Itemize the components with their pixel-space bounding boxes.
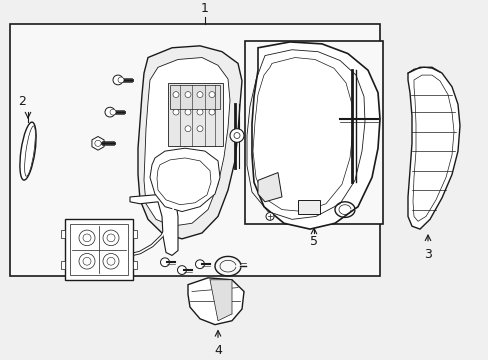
Text: 3: 3 bbox=[423, 248, 431, 261]
Bar bbox=[170, 85, 220, 109]
Text: 2: 2 bbox=[18, 95, 26, 108]
Circle shape bbox=[107, 234, 115, 242]
Polygon shape bbox=[138, 46, 242, 239]
Circle shape bbox=[208, 109, 215, 115]
Bar bbox=[244, 41, 382, 224]
Polygon shape bbox=[143, 58, 229, 226]
Polygon shape bbox=[258, 172, 282, 202]
Bar bbox=[133, 261, 137, 269]
Circle shape bbox=[103, 230, 119, 246]
Circle shape bbox=[234, 132, 240, 139]
Circle shape bbox=[95, 140, 101, 147]
Circle shape bbox=[107, 257, 115, 265]
Circle shape bbox=[79, 253, 95, 269]
Ellipse shape bbox=[20, 122, 36, 180]
Text: 4: 4 bbox=[214, 344, 222, 357]
Circle shape bbox=[105, 107, 115, 117]
Polygon shape bbox=[187, 278, 244, 325]
Circle shape bbox=[229, 129, 244, 142]
Circle shape bbox=[83, 257, 91, 265]
Circle shape bbox=[173, 92, 179, 98]
Circle shape bbox=[208, 92, 215, 98]
Circle shape bbox=[184, 126, 191, 132]
Circle shape bbox=[118, 77, 124, 83]
Circle shape bbox=[184, 92, 191, 98]
Text: 1: 1 bbox=[201, 2, 208, 15]
Circle shape bbox=[195, 260, 204, 269]
Circle shape bbox=[265, 212, 273, 220]
Polygon shape bbox=[92, 136, 104, 150]
Polygon shape bbox=[150, 148, 220, 212]
Text: 5: 5 bbox=[309, 235, 317, 248]
Bar bbox=[61, 261, 65, 269]
Bar bbox=[133, 230, 137, 238]
Polygon shape bbox=[251, 42, 379, 229]
Circle shape bbox=[197, 92, 203, 98]
Ellipse shape bbox=[24, 126, 35, 176]
Bar bbox=[168, 83, 223, 146]
Circle shape bbox=[177, 266, 186, 274]
Circle shape bbox=[197, 109, 203, 115]
Circle shape bbox=[197, 126, 203, 132]
Circle shape bbox=[83, 234, 91, 242]
Circle shape bbox=[110, 109, 116, 115]
Polygon shape bbox=[209, 280, 231, 321]
Circle shape bbox=[184, 109, 191, 115]
Bar bbox=[65, 219, 133, 280]
Circle shape bbox=[103, 253, 119, 269]
Bar bbox=[61, 230, 65, 238]
Circle shape bbox=[160, 258, 169, 267]
Circle shape bbox=[79, 230, 95, 246]
Circle shape bbox=[113, 75, 123, 85]
Bar bbox=[297, 200, 319, 213]
Circle shape bbox=[173, 109, 179, 115]
Polygon shape bbox=[130, 194, 178, 256]
Polygon shape bbox=[407, 67, 459, 229]
Bar bbox=[70, 224, 128, 275]
Bar bbox=[10, 24, 379, 276]
